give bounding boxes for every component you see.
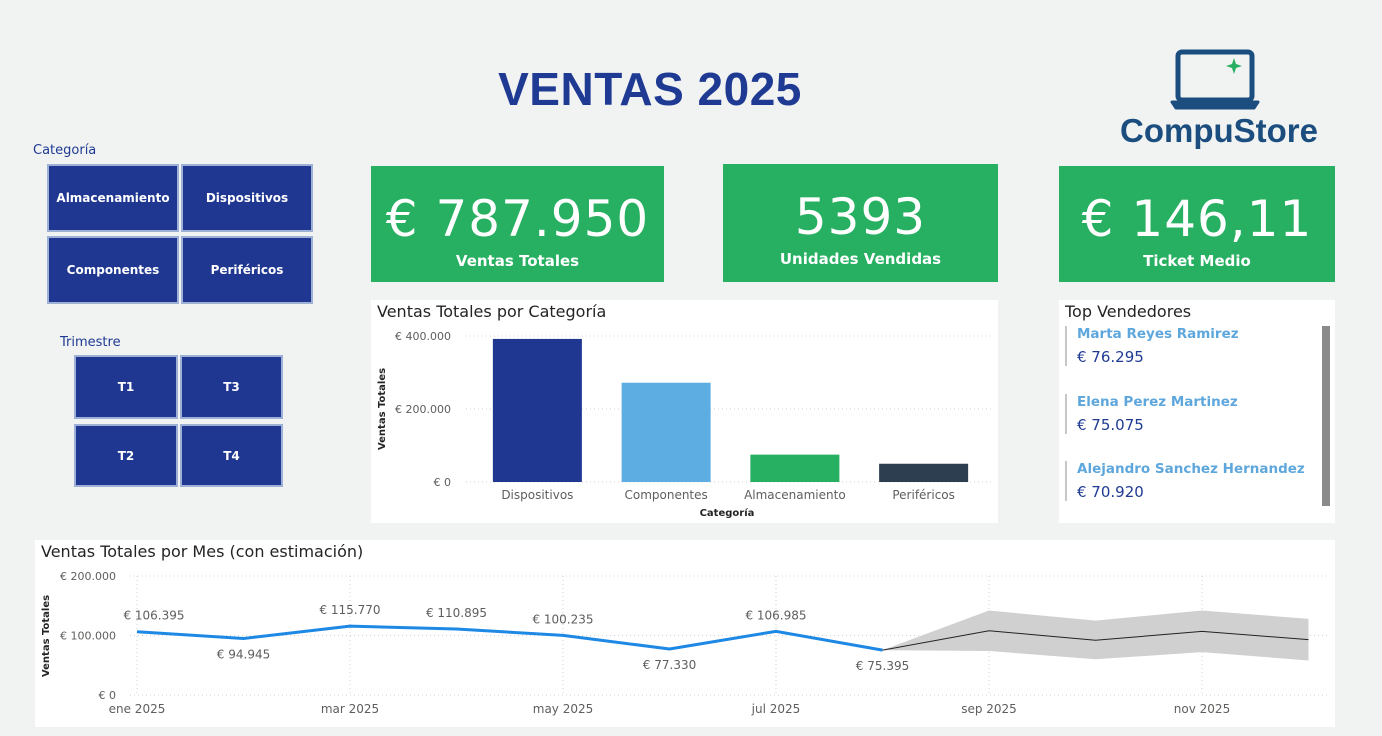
kpi-card-ticket-medio: € 146,11 Ticket Medio: [1059, 166, 1335, 282]
categoria-option-dispositivos[interactable]: Dispositivos: [181, 164, 313, 232]
x-axis-label: Categoría: [700, 507, 755, 519]
x-tick-label: mar 2025: [321, 702, 379, 716]
y-tick-label: € 200.000: [395, 403, 451, 416]
top-vendedores-title: Top Vendedores: [1065, 302, 1192, 321]
x-tick-label: may 2025: [533, 702, 594, 716]
sales-line: [136, 624, 883, 652]
bar: [879, 463, 969, 482]
y-axis-label: Ventas Totales: [41, 595, 52, 677]
data-label: € 77.330: [643, 658, 696, 672]
bar-chart-panel: Ventas Totales por Categoría € 0 € 200.00…: [371, 300, 998, 523]
data-label: € 100.235: [532, 612, 593, 626]
trimestre-option-t1[interactable]: T1: [74, 355, 178, 419]
y-tick-label: € 400.000: [395, 330, 451, 343]
y-axis-label: Ventas Totales: [377, 368, 388, 450]
seller-name: Marta Reyes Ramirez: [1077, 326, 1239, 342]
forecast-line: [882, 630, 1309, 651]
trimestre-option-t3[interactable]: T3: [180, 355, 283, 419]
line-chart: € 0 € 100.000 € 200.000 ene 2025 mar 2025 may…: [41, 570, 1330, 716]
categoria-slicer-label: Categoría: [33, 143, 97, 158]
y-tick-label: € 0: [99, 689, 117, 702]
data-label: € 75.395: [856, 659, 909, 673]
kpi-value: € 146,11: [1081, 190, 1313, 248]
bar: [750, 454, 840, 482]
seller-sales: € 70.920: [1077, 483, 1144, 501]
y-tick-label: € 200.000: [60, 570, 116, 583]
x-tick-label: Periféricos: [892, 488, 955, 502]
x-tick-label: Componentes: [624, 488, 707, 502]
seller-card[interactable]: Marta Reyes Ramirez € 76.295: [1065, 326, 1239, 366]
data-label: € 106.395: [123, 609, 184, 623]
trimestre-slicer-label: Trimestre: [60, 335, 121, 350]
x-tick-label: Almacenamiento: [744, 488, 846, 502]
kpi-card-ventas-totales: € 787.950 Ventas Totales: [371, 166, 664, 282]
kpi-label: Ventas Totales: [455, 252, 580, 270]
data-label: € 115.770: [319, 603, 380, 617]
seller-name: Alejandro Sanchez Hernandez: [1077, 461, 1305, 477]
seller-card[interactable]: Alejandro Sanchez Hernandez € 70.920: [1065, 461, 1305, 501]
data-label: € 106.985: [745, 608, 806, 622]
seller-sales: € 75.075: [1077, 416, 1144, 434]
x-tick-label: sep 2025: [961, 702, 1017, 716]
forecast-band: [882, 610, 1309, 661]
line-chart-panel: Ventas Totales por Mes (con estimación) …: [35, 540, 1335, 727]
y-tick-label: € 100.000: [60, 630, 116, 643]
kpi-label: Ticket Medio: [1143, 252, 1251, 270]
logo-name: CompuStore: [1120, 112, 1318, 149]
y-tick-label: € 0: [434, 476, 452, 489]
seller-name: Elena Perez Martinez: [1077, 394, 1238, 410]
seller-sales: € 76.295: [1077, 348, 1144, 366]
categoria-option-componentes[interactable]: Componentes: [47, 236, 179, 304]
trimestre-option-t2[interactable]: T2: [74, 424, 178, 487]
page-title: VENTAS 2025: [498, 63, 802, 115]
bar: [621, 382, 711, 482]
x-tick-label: nov 2025: [1174, 702, 1230, 716]
kpi-label: Unidades Vendidas: [779, 250, 942, 268]
data-label: € 110.895: [426, 606, 487, 620]
bar-chart-title: Ventas Totales por Categoría: [377, 302, 607, 321]
kpi-value: 5393: [794, 188, 927, 246]
top-vendedores-panel: Top Vendedores Marta Reyes Ramirez € 76.…: [1059, 300, 1335, 523]
x-tick-label: Dispositivos: [501, 488, 573, 502]
seller-card[interactable]: Elena Perez Martinez € 75.075: [1065, 394, 1238, 434]
bar-chart: € 0 € 200.000 € 400.000 Dispositivos Compone…: [377, 330, 991, 519]
laptop-icon: [1170, 49, 1260, 110]
kpi-value: € 787.950: [385, 190, 650, 248]
x-tick-label: ene 2025: [109, 702, 166, 716]
compustore-logo: CompuStore: [1112, 46, 1326, 154]
data-label: € 94.945: [217, 648, 270, 662]
categoria-option-perifericos[interactable]: Periféricos: [181, 236, 313, 304]
scrollbar-thumb[interactable]: [1322, 326, 1330, 506]
line-chart-title: Ventas Totales por Mes (con estimación): [41, 542, 364, 561]
trimestre-option-t4[interactable]: T4: [180, 424, 283, 487]
x-tick-label: jul 2025: [751, 702, 801, 716]
categoria-option-almacenamiento[interactable]: Almacenamiento: [47, 164, 179, 232]
kpi-card-unidades-vendidas: 5393 Unidades Vendidas: [723, 164, 998, 282]
bar: [492, 338, 582, 482]
